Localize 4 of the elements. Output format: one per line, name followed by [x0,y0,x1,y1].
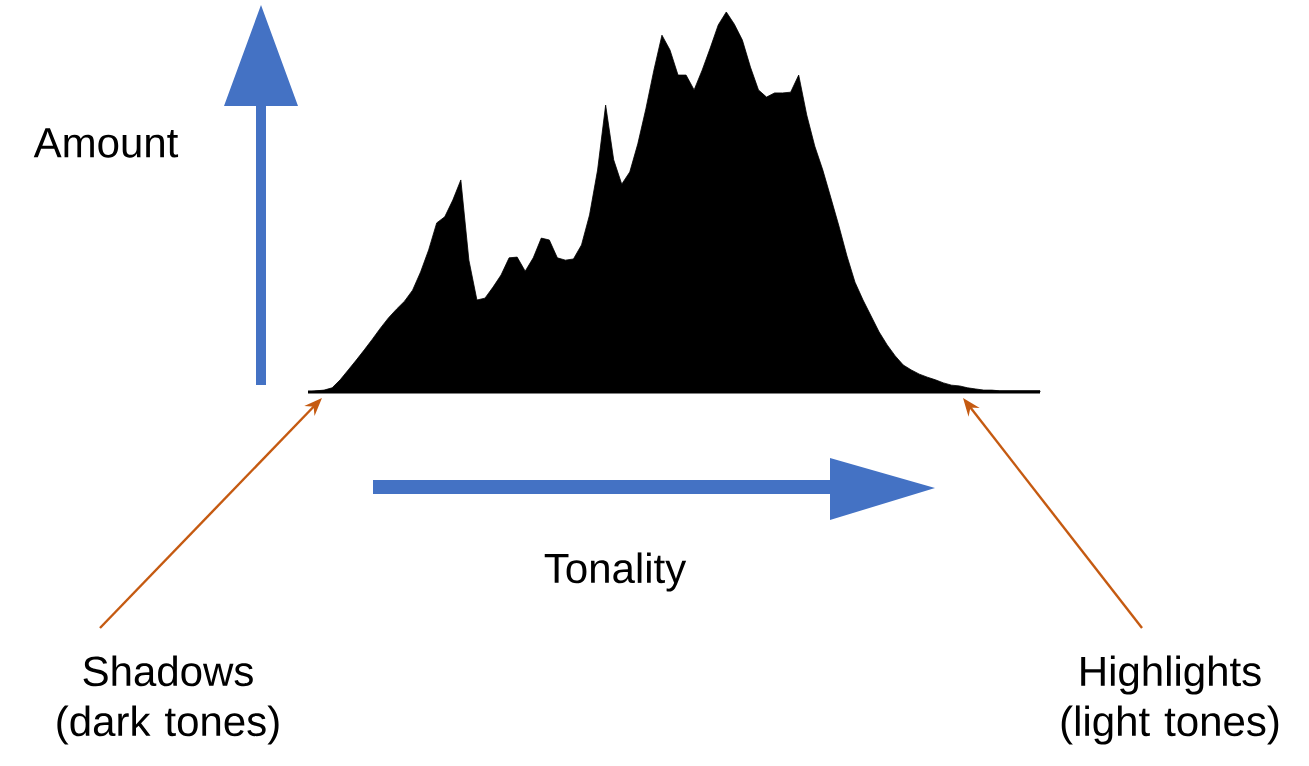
text: Shadows (dark tones) [57,655,279,745]
text: Highlights (light tones) [1061,655,1279,745]
text: Amount [33,128,179,158]
text: Tonality [544,552,687,592]
